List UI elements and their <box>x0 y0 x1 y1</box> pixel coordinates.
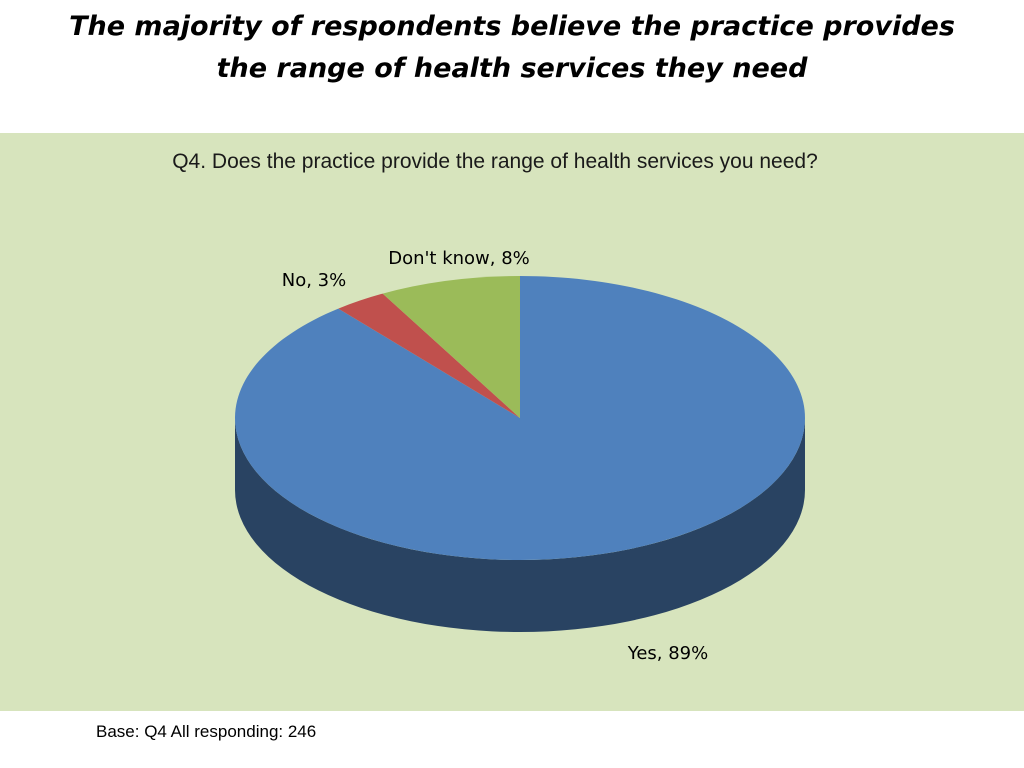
slide-title: The majority of respondents believe the … <box>69 11 955 84</box>
pie-label-yes: Yes, 89% <box>627 643 709 664</box>
pie-slice-don-t-know <box>382 276 520 418</box>
pie-labels-layer: Yes, 89% No, 3% Don't know, 8% <box>282 248 709 664</box>
pie-label-don-t-know: Don't know, 8% <box>388 248 530 269</box>
pie-side-yes <box>235 418 805 632</box>
base-note: Base: Q4 All responding: 246 <box>96 722 317 741</box>
pie-label-no: No, 3% <box>282 270 346 291</box>
pie-top-layer <box>234 276 806 561</box>
pie-slice-no <box>338 293 520 418</box>
pie-depth-layer <box>235 418 805 632</box>
pie-slice-yes <box>234 276 806 561</box>
chart-title: Q4. Does the practice provide the range … <box>172 150 818 173</box>
